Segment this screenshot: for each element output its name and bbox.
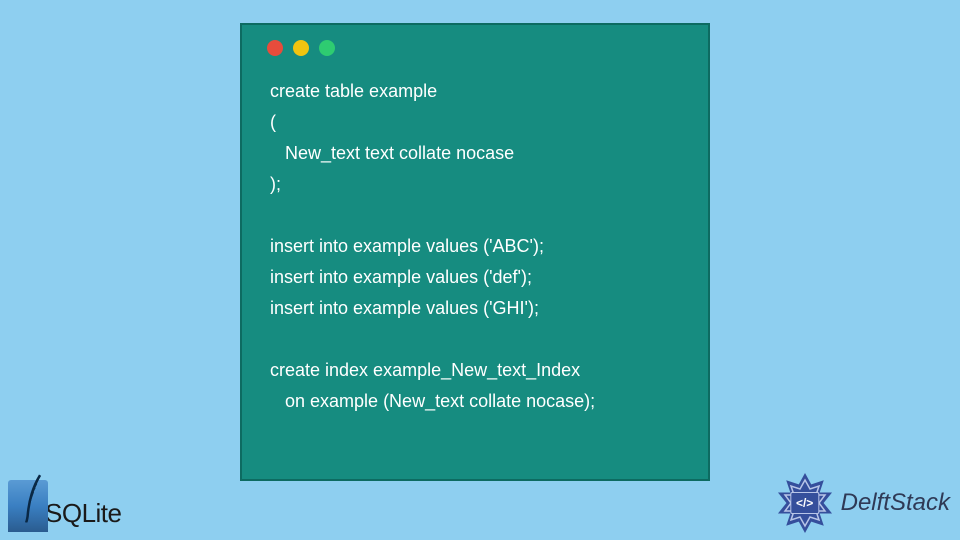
close-icon[interactable] [267, 40, 283, 56]
sqlite-logo: SQLite [8, 480, 122, 532]
sqlite-text: SQLite [45, 498, 122, 529]
window-controls [267, 40, 688, 56]
code-symbol-icon: </> [790, 492, 819, 514]
delftstack-logo: </> DelftStack [774, 472, 950, 534]
maximize-icon[interactable] [319, 40, 335, 56]
minimize-icon[interactable] [293, 40, 309, 56]
feather-icon [14, 473, 50, 524]
sqlite-icon [8, 480, 48, 532]
code-window: create table example ( New_text text col… [240, 23, 710, 481]
code-content: create table example ( New_text text col… [262, 76, 688, 416]
delftstack-badge-icon: </> [774, 472, 836, 534]
delftstack-text: DelftStack [841, 489, 950, 517]
